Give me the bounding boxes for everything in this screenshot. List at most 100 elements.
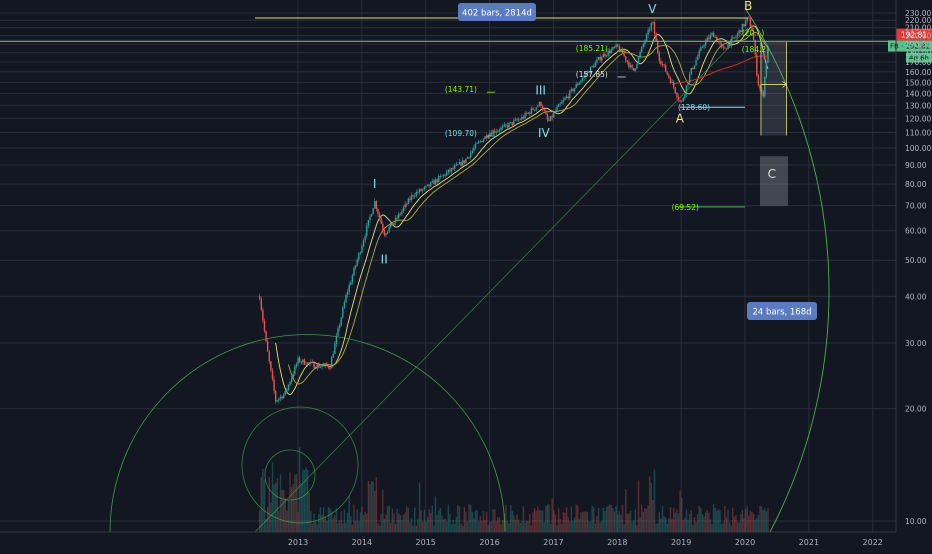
volume-bar xyxy=(351,524,354,532)
candle-body xyxy=(455,164,457,166)
volume-bar xyxy=(567,517,569,532)
candle-body xyxy=(752,30,755,41)
candle-body xyxy=(314,367,317,369)
candle-body xyxy=(623,53,625,56)
candle-body xyxy=(308,362,310,364)
candle-body xyxy=(338,325,341,329)
volume-bar xyxy=(708,512,710,532)
volume-bar xyxy=(693,517,696,532)
volume-bar xyxy=(652,500,654,532)
volume-bar xyxy=(524,522,526,532)
candle-body xyxy=(385,233,387,236)
volume-bar xyxy=(692,525,694,532)
volume-bar xyxy=(425,521,427,532)
volume-bar xyxy=(548,504,550,532)
volume-bar xyxy=(597,507,600,532)
volume-bar xyxy=(273,484,275,532)
candle-body xyxy=(604,53,606,57)
candle-body xyxy=(495,131,497,133)
candle-body xyxy=(760,88,763,92)
volume-bar xyxy=(412,525,414,532)
candle-body xyxy=(370,214,373,217)
candle-body xyxy=(366,225,368,236)
volume-bar xyxy=(530,525,533,532)
candle-body xyxy=(719,42,721,44)
candle-body xyxy=(327,365,330,368)
candle-body xyxy=(503,124,505,127)
volume-bar xyxy=(644,508,646,532)
volume-bar xyxy=(452,519,454,532)
wave-label-a: A xyxy=(676,112,685,126)
candle-body xyxy=(597,57,600,60)
candle-body xyxy=(353,267,355,276)
candle-body xyxy=(377,209,379,214)
x-tick-label: 2014 xyxy=(352,538,372,547)
wave-label-iii: III xyxy=(535,84,546,98)
volume-bar xyxy=(302,469,304,532)
candle-body xyxy=(594,62,597,68)
candle-body xyxy=(452,168,454,169)
volume-bar xyxy=(431,505,434,532)
volume-bar xyxy=(298,447,301,532)
candle-body xyxy=(701,46,704,48)
volume-bar xyxy=(578,519,581,532)
measure-label-top-bg xyxy=(458,3,536,21)
candle-body xyxy=(310,362,312,364)
volume-bar xyxy=(492,509,494,532)
candle-body xyxy=(578,82,581,85)
fib-arc-right xyxy=(744,7,830,533)
volume-bar xyxy=(570,506,573,532)
candle-body xyxy=(485,136,488,139)
volume-bar xyxy=(613,511,616,532)
volume-bar xyxy=(543,522,545,532)
candle-body xyxy=(423,187,426,190)
candle-body xyxy=(751,26,753,31)
volume-bar xyxy=(645,508,648,532)
candle-body xyxy=(334,343,336,355)
candle-body xyxy=(656,41,659,53)
candle-body xyxy=(335,335,338,344)
volume-bar xyxy=(625,489,627,532)
volume-bar xyxy=(415,525,418,532)
volume-bar xyxy=(417,519,419,532)
candle-body xyxy=(271,370,274,380)
candle-body xyxy=(492,130,494,135)
candle-body xyxy=(532,108,534,110)
volume-bar xyxy=(460,523,462,532)
volume-bar xyxy=(439,507,442,532)
volume-bar xyxy=(276,477,278,532)
candle-body xyxy=(343,302,346,308)
candle-body xyxy=(577,84,579,85)
candle-body xyxy=(364,235,366,241)
volume-bar xyxy=(458,506,461,532)
volume-bar xyxy=(642,511,645,532)
volume-bar xyxy=(637,480,640,532)
x-tick-label: 2015 xyxy=(416,538,436,547)
volume-bar xyxy=(471,511,473,532)
candle-body xyxy=(612,47,614,50)
volume-bar xyxy=(474,510,477,532)
y-tick-label: 10.00 xyxy=(905,517,927,526)
candle-body xyxy=(645,34,648,41)
volume-bar xyxy=(649,476,651,532)
candle-body xyxy=(420,189,422,191)
volume-bar xyxy=(407,507,410,532)
volume-bar xyxy=(447,504,450,532)
volume-bar xyxy=(306,469,309,532)
volume-bar xyxy=(650,482,653,532)
volume-bar xyxy=(292,484,294,532)
candle-body xyxy=(362,240,365,247)
candle-body xyxy=(490,132,493,135)
measure-label-bottom: 24 bars, 168d xyxy=(752,308,811,318)
volume-bar xyxy=(564,512,566,532)
volume-bar xyxy=(330,511,333,532)
candle-body xyxy=(749,17,752,27)
volume-bar xyxy=(537,506,539,532)
volume-bar xyxy=(350,516,352,532)
volume-bar xyxy=(626,513,629,532)
volume-bar xyxy=(612,507,614,532)
candle-body xyxy=(439,176,442,177)
volume-bar xyxy=(468,504,470,532)
